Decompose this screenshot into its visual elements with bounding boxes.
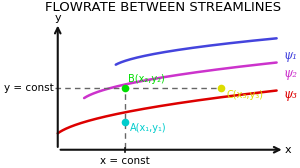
Text: A(x₁,y₁): A(x₁,y₁) [130,123,166,133]
Title: FLOWRATE BETWEEN STREAMLINES: FLOWRATE BETWEEN STREAMLINES [45,1,281,14]
Text: y: y [54,13,61,24]
Text: x = const: x = const [100,156,150,166]
Text: ψ₁: ψ₁ [283,49,297,62]
Text: y = const: y = const [4,83,54,93]
Text: B(x₂,y₂): B(x₂,y₂) [128,74,164,84]
Text: C(x₃,y₃): C(x₃,y₃) [226,90,263,100]
Text: ψ₃: ψ₃ [283,88,297,101]
Text: x: x [285,145,292,155]
Text: ψ₂: ψ₂ [283,68,297,80]
